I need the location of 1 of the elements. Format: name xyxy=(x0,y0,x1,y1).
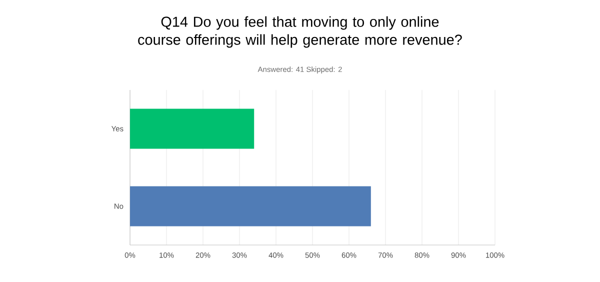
chart-title: Q14 Do you feel that moving to only online course offerings will help generate more revenue? xyxy=(138,16,462,48)
